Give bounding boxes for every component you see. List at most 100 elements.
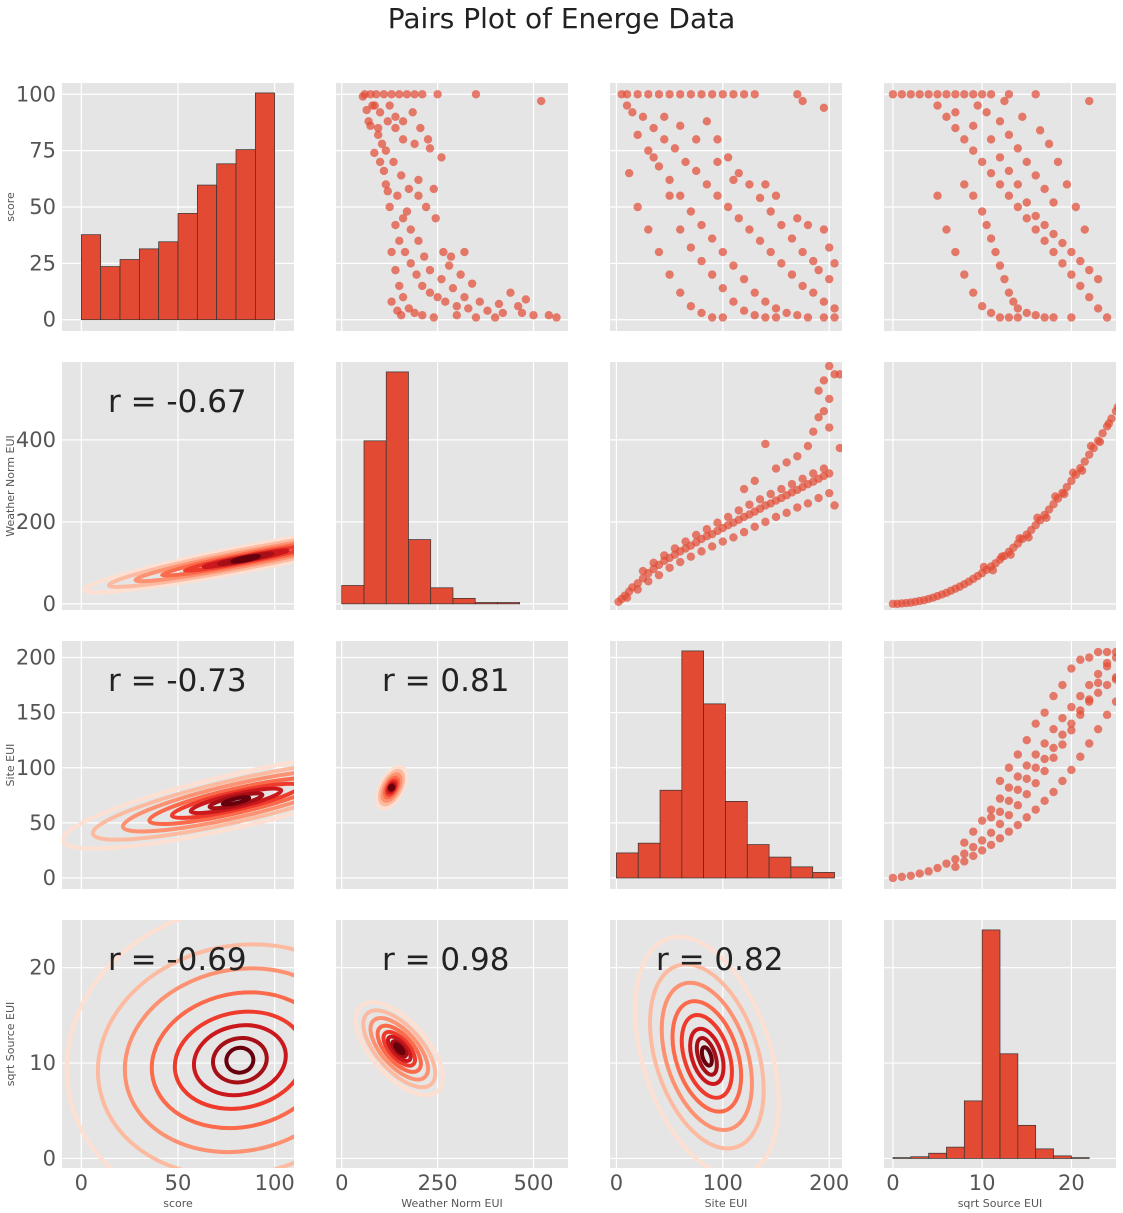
scatter-point	[681, 157, 690, 167]
scatter-point	[697, 220, 706, 230]
scatter-point	[387, 297, 396, 306]
scatter-point	[1049, 500, 1058, 509]
correlation-label: r = -0.69	[108, 942, 247, 978]
scatter-point	[372, 90, 381, 99]
scatter-point	[1116, 399, 1123, 407]
scatter-point	[755, 193, 765, 203]
scatter-point	[803, 441, 813, 451]
scatter-point	[755, 495, 765, 504]
scatter-point	[370, 148, 379, 158]
scatter-point	[1004, 191, 1014, 200]
scatter-point	[750, 522, 759, 531]
scatter-point	[1040, 739, 1049, 748]
scatter-point	[1022, 813, 1031, 822]
scatter-point	[410, 308, 419, 318]
scatter-point	[1035, 126, 1045, 135]
scatter-point	[638, 112, 648, 122]
scatter-point	[1051, 492, 1060, 501]
scatter-point	[782, 508, 791, 518]
scatter-point	[1058, 730, 1067, 739]
scatter-point	[1058, 713, 1067, 723]
scatter-point	[1031, 90, 1040, 99]
scatter-point	[1049, 743, 1058, 753]
panel-marks	[358, 90, 561, 322]
scatter-point	[425, 144, 435, 153]
scatter-point	[1013, 820, 1023, 830]
scatter-point	[986, 840, 996, 850]
scatter-point	[1093, 724, 1103, 734]
scatter-point	[787, 479, 797, 489]
scatter-point	[819, 225, 829, 234]
scatter-point	[1102, 658, 1112, 668]
panel-marks	[892, 929, 1090, 1159]
y-tick-label: 0	[43, 308, 56, 332]
scatter-point	[391, 220, 400, 230]
scatter-point	[400, 247, 410, 257]
panel-marks	[62, 751, 294, 851]
panel-marks	[888, 399, 1123, 609]
scatter-point	[960, 838, 969, 847]
scatter-point	[995, 153, 1005, 162]
scatter-point	[686, 207, 696, 216]
x-tick-label: 100	[703, 1171, 743, 1195]
scatter-point	[942, 90, 951, 99]
scatter-point	[686, 552, 696, 561]
scatter-point	[1076, 281, 1085, 291]
scatter-point	[1067, 702, 1076, 712]
scatter-point	[814, 493, 823, 503]
histogram-bar	[910, 1156, 929, 1159]
scatter-point	[398, 135, 408, 144]
scatter-point	[1085, 739, 1094, 748]
x-axis-label: Weather Norm EUI	[401, 1197, 503, 1210]
scatter-point	[665, 175, 674, 185]
scatter-point	[1067, 726, 1076, 735]
scatter-point	[777, 259, 786, 268]
kde-contour	[381, 1029, 418, 1068]
histogram-bar	[812, 872, 835, 879]
scatter-point	[761, 180, 770, 189]
scatter-point	[771, 313, 781, 322]
scatter-point	[995, 261, 1005, 270]
histogram-bar	[408, 539, 432, 605]
scatter-point	[825, 274, 834, 284]
scatter-point	[697, 90, 706, 99]
scatter-point	[660, 135, 669, 144]
x-tick-label: 0	[335, 1171, 348, 1195]
scatter-point	[761, 517, 770, 527]
scatter-point	[734, 214, 743, 223]
scatter-point	[713, 191, 722, 200]
scatter-point	[1031, 763, 1040, 772]
scatter-point	[1093, 304, 1103, 313]
scatter-point	[1068, 468, 1078, 477]
scatter-point	[517, 308, 527, 318]
scatter-point	[1004, 166, 1014, 176]
scatter-point	[396, 171, 406, 180]
scatter-point	[358, 92, 368, 101]
panel-site-eui-vs-weather-norm-eui	[336, 641, 568, 889]
scatter-point	[718, 90, 728, 99]
kde-contour	[122, 966, 294, 1155]
scatter-point	[425, 288, 435, 297]
scatter-point	[1060, 489, 1069, 499]
y-tick-label: 50	[29, 811, 56, 835]
histogram-bar	[892, 1157, 912, 1159]
scatter-point	[1071, 202, 1081, 212]
scatter-point	[1024, 533, 1033, 542]
scatter-point	[1111, 697, 1116, 706]
scatter-point	[1076, 256, 1085, 266]
scatter-point	[1093, 688, 1103, 698]
scatter-point	[649, 123, 658, 133]
scatter-point	[433, 90, 442, 99]
scatter-point	[441, 297, 450, 306]
scatter-point	[665, 191, 674, 200]
scatter-point	[1093, 669, 1103, 679]
scatter-point	[739, 527, 749, 537]
x-tick-label: 250	[418, 1171, 458, 1195]
scatter-point	[803, 313, 813, 322]
histogram-bar	[216, 163, 237, 321]
scatter-point	[969, 851, 978, 861]
scatter-point	[977, 157, 987, 167]
scatter-point	[1042, 513, 1051, 522]
scatter-point	[1093, 678, 1103, 688]
scatter-point	[391, 265, 400, 275]
